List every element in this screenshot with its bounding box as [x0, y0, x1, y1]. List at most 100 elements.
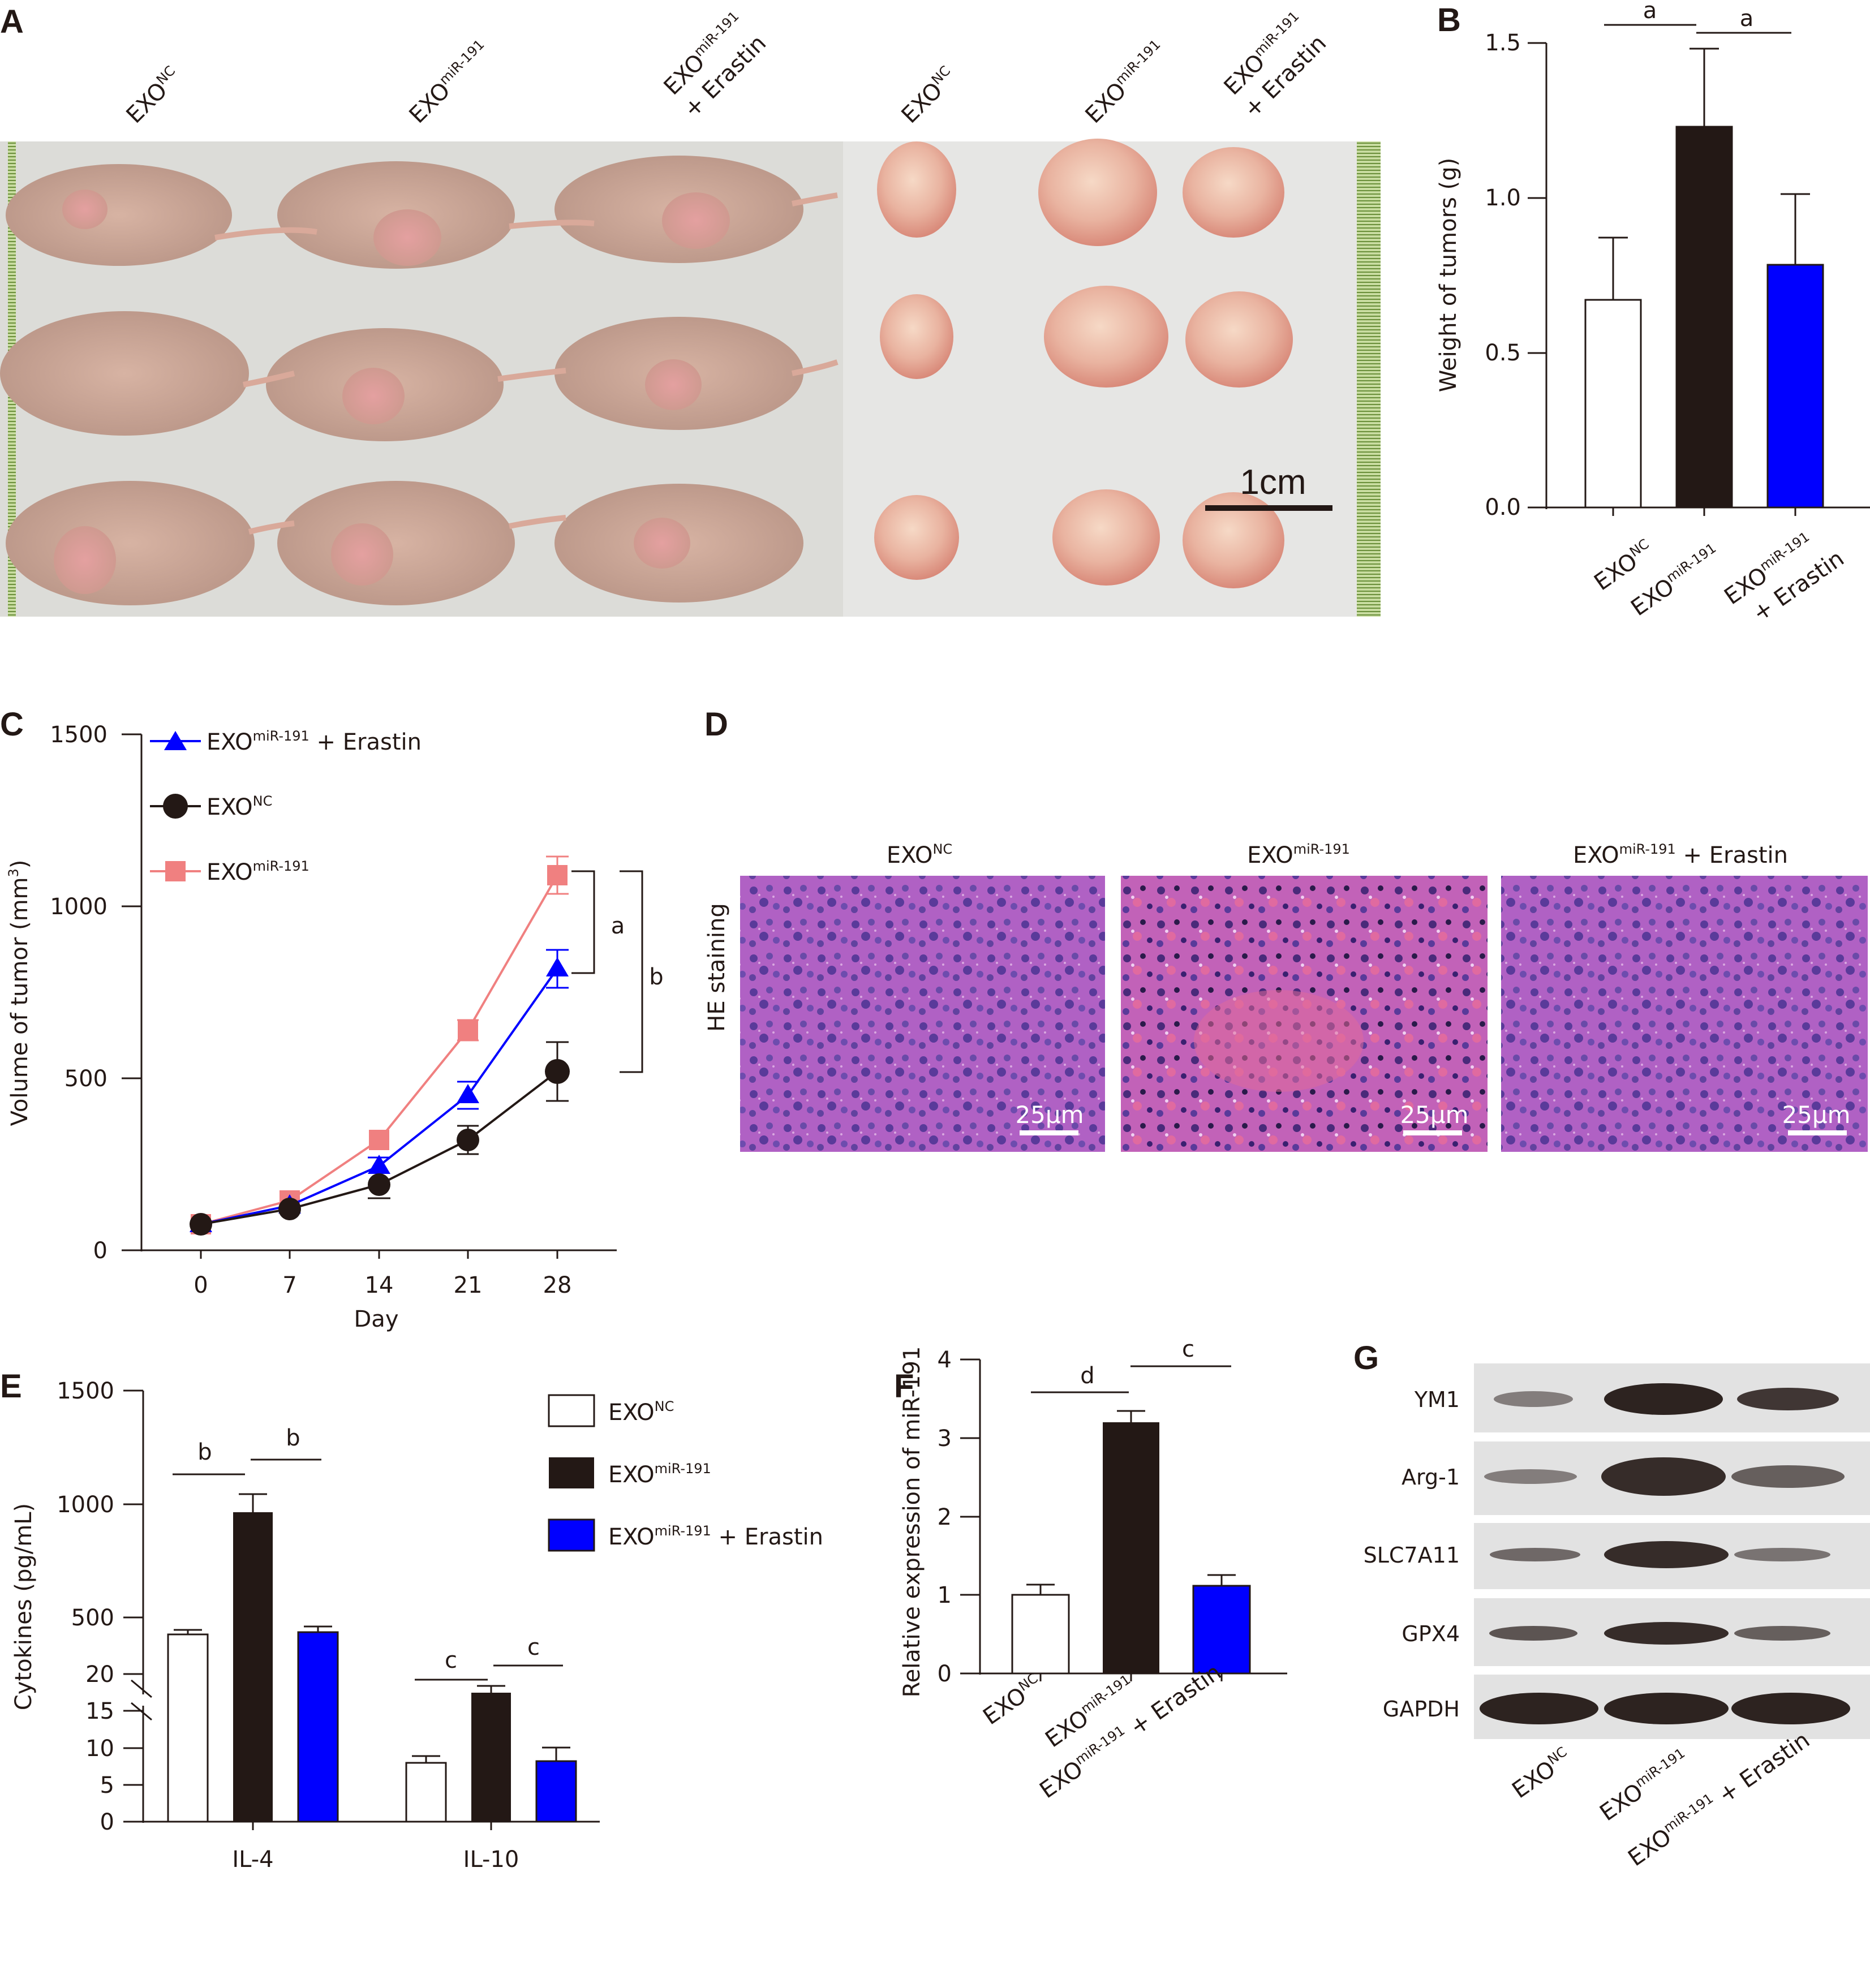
- panel-label-b: B: [1437, 2, 1461, 38]
- significance-label: a: [611, 913, 625, 939]
- significance-label: b: [649, 964, 663, 990]
- y-tick-label: 3: [938, 1426, 952, 1452]
- legend-label-nc: EXONC: [608, 1399, 674, 1426]
- scale-bar-label-1cm: 1cm: [1240, 463, 1306, 502]
- bar-il4-erastin: [297, 1631, 339, 1823]
- bar-il10-nc: [405, 1762, 447, 1823]
- y-axis-title: Weight of tumors (g): [1435, 158, 1461, 392]
- x-tick-label: 28: [543, 1272, 572, 1298]
- tumor: [1052, 489, 1160, 586]
- scale-bar-label-25um: 25μm: [1782, 1101, 1850, 1129]
- y-tick-label: 10: [85, 1736, 114, 1762]
- scale-bar-25um: [1403, 1130, 1462, 1135]
- y-axis-title: Cytokines (pg/mL): [11, 1503, 37, 1710]
- scale-bar-25um: [1788, 1130, 1847, 1135]
- mouse-row-1: [6, 156, 838, 269]
- he-image-erastin: [1501, 876, 1868, 1152]
- protein-label: YM1: [1414, 1387, 1460, 1412]
- y-tick-label: 500: [71, 1605, 114, 1631]
- significance-label: a: [1740, 6, 1754, 32]
- row-label-he-staining: HE staining: [704, 903, 730, 1031]
- tumor: [877, 141, 956, 238]
- he-column-label-erastin: EXOmiR-191 + Erastin: [1573, 841, 1788, 868]
- scale-bar-25um: [1020, 1130, 1078, 1135]
- legend-label-erastin: EXOmiR-191 + Erastin: [207, 728, 422, 755]
- mouse-row-2: [0, 311, 839, 441]
- legend-label-mir191: EXOmiR-191: [207, 858, 309, 885]
- significance-label: b: [197, 1439, 212, 1465]
- legend: EXOmiR-191 + Erastin EXONC EXOmiR-191: [150, 728, 422, 885]
- y-ticks: 4 3 2 1 0: [938, 1347, 980, 1687]
- protein-label: GAPDH: [1383, 1697, 1460, 1722]
- blot-row-gapdh: GAPDH: [1383, 1675, 1870, 1739]
- panel-f-bar-chart: F Relative expression of miR-191 4 3 2 1…: [894, 1336, 1287, 1804]
- y-tick-label: 1: [938, 1582, 952, 1608]
- y-tick-label: 0: [93, 1238, 108, 1264]
- y-tick-label: 1500: [50, 722, 108, 748]
- significance-label: d: [1080, 1363, 1094, 1389]
- significance-label: a: [1643, 0, 1657, 24]
- panel-e-bar-chart: E Cytokines (pg/mL) 1500 1000 500 20 15 …: [0, 1368, 823, 1873]
- tumor: [1183, 147, 1284, 238]
- y-tick-label: 2: [938, 1504, 952, 1530]
- x-tick-label: 21: [454, 1272, 483, 1298]
- protein-label: GPX4: [1402, 1621, 1460, 1646]
- y-tick-label: 1000: [57, 1492, 114, 1518]
- y-ticks: 1500 1000 500 0: [50, 722, 141, 1264]
- y-tick-label: 1500: [57, 1378, 114, 1404]
- panel-label-c: C: [0, 706, 24, 743]
- bar-exo-mir191: [1103, 1422, 1159, 1673]
- panel-a-column-labels: EXONC EXOmiR-191 EXOmiR-191 + Erastin EX…: [121, 8, 1332, 129]
- blot-row-arg1: Arg-1: [1402, 1441, 1870, 1515]
- panel-label-a: A: [0, 3, 24, 40]
- bar-il10-mir191: [471, 1693, 511, 1822]
- legend-label-nc: EXONC: [207, 793, 272, 820]
- scale-bar-label-25um: 25μm: [1015, 1101, 1084, 1129]
- y-ticks: 0.0 0.5 1.0 1.5: [1485, 30, 1546, 520]
- y-tick-label: 4: [938, 1347, 952, 1373]
- y-ticks: 1500 1000 500 20 15 10 5 0: [57, 1378, 143, 1835]
- y-tick-label: 500: [65, 1066, 108, 1092]
- lane-label: EXOmiR-191 + Erastin: [1623, 1726, 1815, 1871]
- panel-g-western-blot: G YM1 Arg-1 SLC7A11 GPX4: [1353, 1340, 1870, 1871]
- series-exo-nc: [190, 1041, 570, 1236]
- bar-exo-mir191-erastin: [1192, 1585, 1251, 1675]
- x-tick-label: 7: [282, 1272, 296, 1298]
- bar-il10-erastin: [535, 1760, 577, 1823]
- blot-row-gpx4: GPX4: [1402, 1598, 1870, 1666]
- significance-bracket-a: [571, 870, 595, 974]
- y-axis-title: Relative expression of miR-191: [899, 1346, 925, 1698]
- significance-label: c: [527, 1634, 540, 1660]
- scale-bar-1cm: [1205, 505, 1332, 511]
- panel-a-label-nc-mice: EXONC: [121, 63, 186, 128]
- legend: EXONC EXOmiR-191 EXOmiR-191 + Erastin: [548, 1394, 823, 1552]
- y-tick-label: 1.5: [1485, 30, 1521, 56]
- x-axis-title: Day: [354, 1306, 399, 1332]
- x-category-label: EXONC: [978, 1670, 1047, 1730]
- legend-label-mir191: EXOmiR-191: [608, 1461, 711, 1488]
- y-tick-label: 1000: [50, 894, 108, 920]
- tumor: [874, 495, 959, 580]
- protein-label: SLC7A11: [1364, 1543, 1460, 1568]
- tumor: [1044, 286, 1168, 388]
- mouse-row-3: [6, 481, 803, 605]
- he-column-label-mir191: EXOmiR-191: [1247, 841, 1350, 868]
- mice-photo: [0, 141, 843, 617]
- y-tick-label: 20: [85, 1662, 114, 1688]
- bar-il4-nc: [167, 1633, 209, 1823]
- protein-label: Arg-1: [1402, 1465, 1460, 1490]
- lane-label: EXONC: [1507, 1744, 1576, 1804]
- panel-label-g: G: [1353, 1340, 1379, 1376]
- y-tick-label: 5: [100, 1772, 114, 1798]
- panel-a: A EXONC EXOmiR-191 EXOmiR-191 + Erastin …: [0, 3, 1381, 617]
- tumors-photo: 1cm: [843, 139, 1381, 617]
- x-category-label: EXOmiR-191: [1040, 1672, 1140, 1753]
- bar-exo-nc: [1584, 299, 1642, 509]
- y-axis-title: Volume of tumor (mm3): [6, 860, 33, 1126]
- bar-exo-nc: [1011, 1594, 1070, 1675]
- tumor: [1185, 291, 1293, 388]
- y-tick-label: 0.0: [1485, 494, 1521, 520]
- he-column-label-nc: EXONC: [887, 841, 952, 868]
- x-tick-label: 0: [194, 1272, 208, 1298]
